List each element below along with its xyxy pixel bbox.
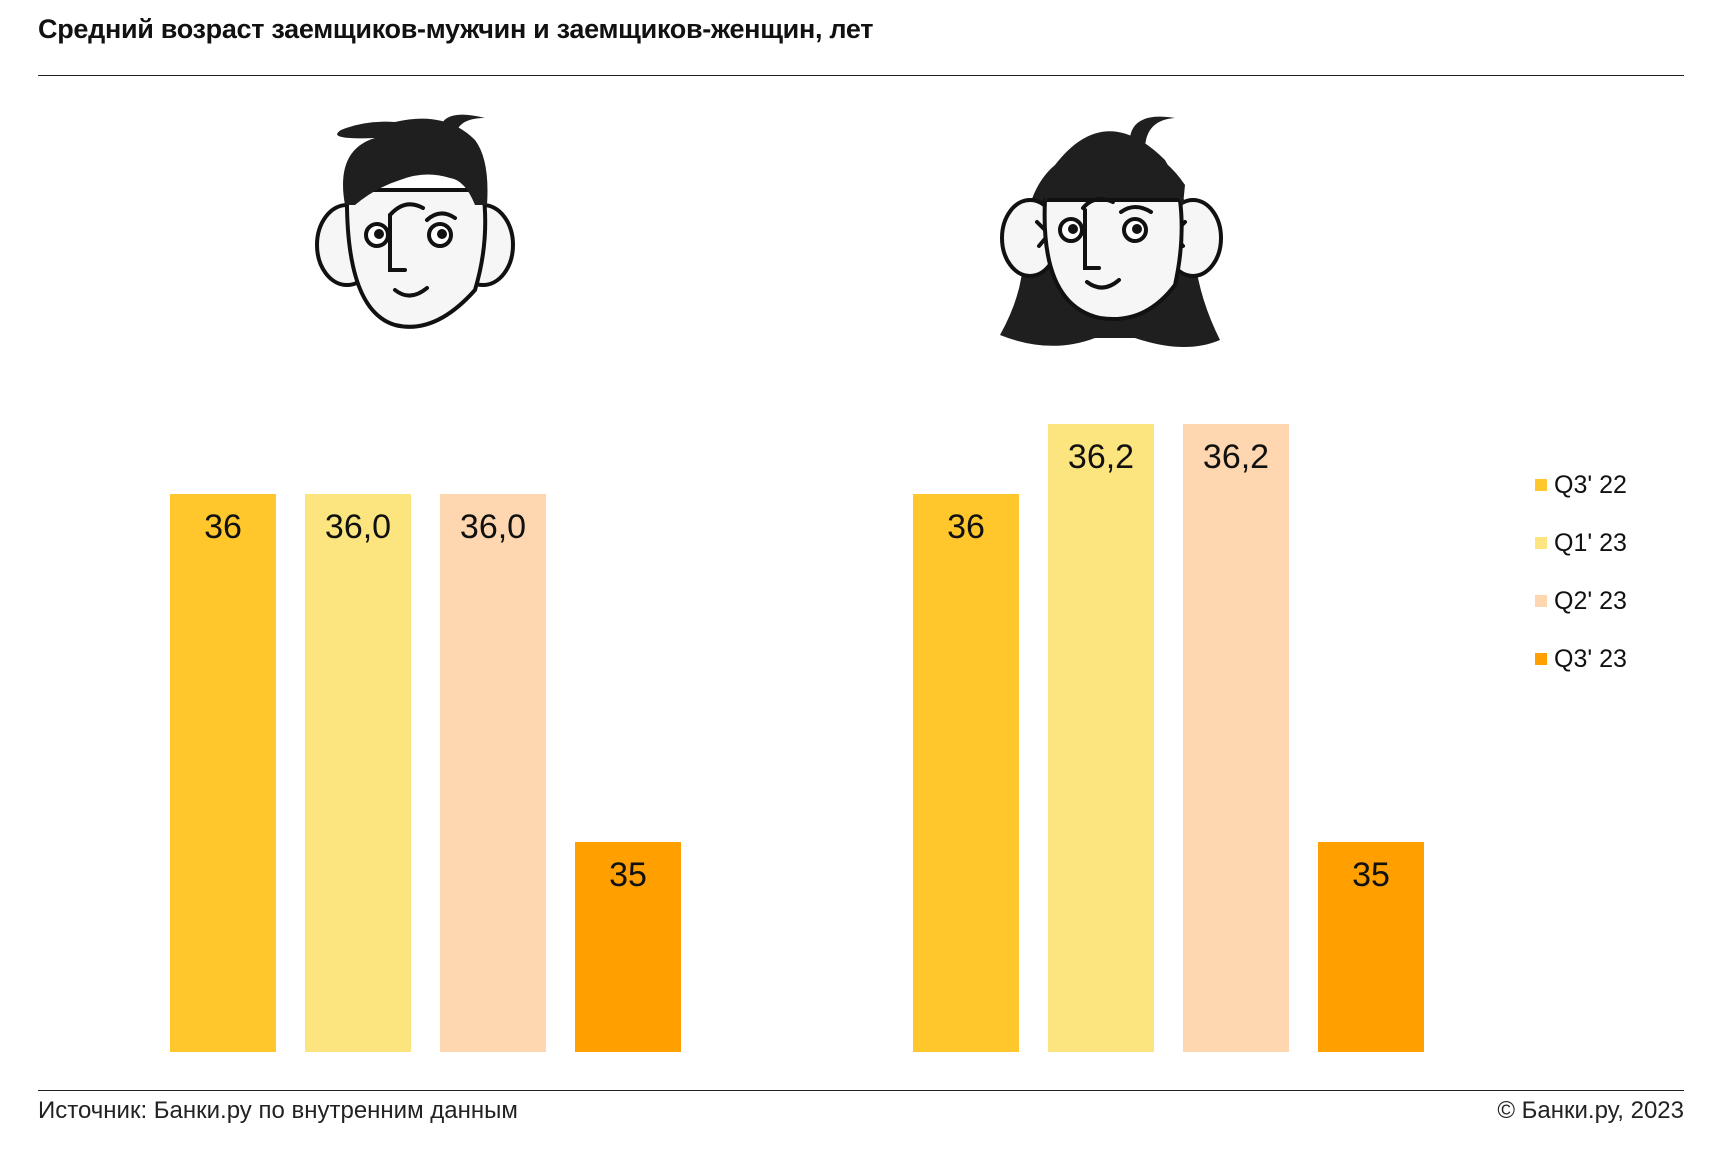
bar-female-2: [1183, 424, 1289, 1052]
bar-value-label: 35: [609, 856, 647, 894]
bottom-divider: [38, 1090, 1684, 1091]
bar-female-1: [1048, 424, 1154, 1052]
bar-female-0: [913, 494, 1019, 1052]
bar-value-label: 36,2: [1068, 438, 1134, 476]
bar-male-3: [575, 842, 681, 1052]
bar-value-label: 36: [204, 508, 242, 546]
legend-swatch: [1535, 537, 1547, 549]
chart-title: Средний возраст заемщиков-мужчин и заемщ…: [38, 14, 874, 44]
top-divider: [38, 75, 1684, 76]
male-face-icon: [315, 114, 515, 329]
legend-swatch: [1535, 479, 1547, 491]
bar-value-label: 36: [947, 508, 985, 546]
bar-value-label: 36,0: [460, 508, 526, 546]
bar-value-label: 35: [1352, 856, 1390, 894]
bar-female-3: [1318, 842, 1424, 1052]
bar-male-2: [440, 494, 546, 1052]
female-face-icon: [1000, 116, 1223, 348]
legend-item-q3-22: Q3' 22: [1535, 456, 1627, 514]
legend-label: Q2' 23: [1554, 586, 1627, 615]
source-note: Источник: Банки.ру по внутренним данным: [38, 1097, 518, 1124]
legend-label: Q1' 23: [1554, 528, 1627, 557]
legend-item-q1-23: Q1' 23: [1535, 514, 1627, 572]
bar-male-0: [170, 494, 276, 1052]
legend-label: Q3' 23: [1554, 644, 1627, 673]
legend-item-q2-23: Q2' 23: [1535, 572, 1627, 630]
copyright-note: © Банки.ру, 2023: [1497, 1097, 1684, 1124]
legend-label: Q3' 22: [1554, 470, 1627, 499]
legend: Q3' 22 Q1' 23 Q2' 23 Q3' 23: [1535, 456, 1627, 688]
legend-swatch: [1535, 595, 1547, 607]
bar-value-label: 36,2: [1203, 438, 1269, 476]
legend-item-q3-23: Q3' 23: [1535, 630, 1627, 688]
bar-male-1: [305, 494, 411, 1052]
bar-value-label: 36,0: [325, 508, 391, 546]
legend-swatch: [1535, 653, 1547, 665]
